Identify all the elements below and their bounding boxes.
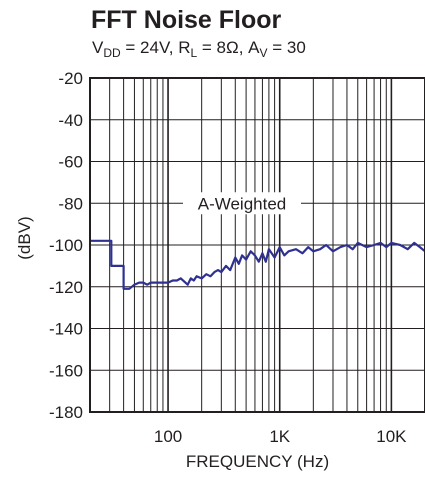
y-tick-label: -100 [49,236,83,255]
annotation-layer: A-Weighted [183,192,301,215]
x-tick-labels: 100 1K 10K [154,427,407,446]
y-tick-label: -140 [49,320,83,339]
vdd-value: = 24V, R [120,38,191,57]
vdd-subscript: DD [103,46,121,60]
x-tick-label: 100 [154,427,182,446]
y-tick-label: -40 [58,111,83,130]
x-tick-label: 1K [269,427,290,446]
y-tick-label: -180 [49,403,83,422]
annotation-label: A-Weighted [198,194,287,213]
annotation-background [183,192,301,215]
chart-title: FFT Noise Floor [91,6,282,34]
y-axis-label-box: (dBV) [5,216,45,260]
rl-value: = 8Ω, A [197,38,260,57]
vdd-prefix: V [92,38,104,57]
chart-subtitle: VDD = 24V, RL = 8Ω, AV = 30 [92,38,306,60]
y-tick-label: -120 [49,278,83,297]
y-tick-label: -80 [58,194,83,213]
av-value: = 30 [267,38,306,57]
y-axis-label: (dBV) [15,216,34,260]
x-tick-label: 10K [376,427,407,446]
series-line [90,239,425,290]
plot-frame [89,77,425,413]
y-tick-labels: -180 -160 -140 -120 -100 -80 -60 -40 -20 [49,69,83,422]
y-tick-label: -20 [58,69,83,88]
rl-subscript: L [190,46,198,60]
y-tick-label: -60 [58,153,83,172]
av-subscript: V [259,46,268,60]
y-tick-label: -160 [49,361,83,380]
x-axis-label: FREQUENCY (Hz) [185,452,330,471]
series-layer [90,239,425,290]
